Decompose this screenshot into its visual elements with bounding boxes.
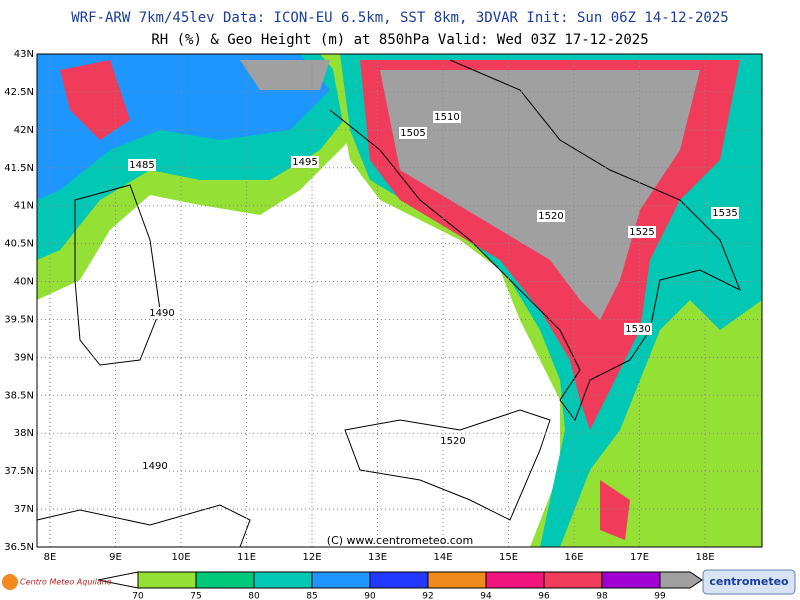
contour-label: 1490: [142, 461, 167, 472]
lon-label: 10E: [171, 552, 190, 563]
legend-label: 85: [306, 592, 317, 600]
contour-label: 1490: [149, 308, 174, 319]
contour-label: 1485: [129, 160, 154, 171]
logo-icon: [2, 574, 18, 590]
legend-swatch: [311, 571, 371, 589]
logo-right-box: [702, 569, 796, 595]
logo-left: Centro Meteo Aquilano: [20, 578, 112, 587]
lat-label: 42.5N: [4, 87, 34, 98]
map: 43N 42.5N 42N 41.5N 41N 40.5N 40N 39.5N 39N 38.5N…: [4, 49, 763, 563]
contour-label: 1520: [440, 436, 465, 447]
contour-label: 1520: [538, 211, 563, 222]
contour-label-box: [399, 127, 427, 139]
legend-label: 70: [132, 592, 144, 600]
legend-label: 80: [248, 592, 260, 600]
legend-swatch: [659, 571, 703, 589]
legend-label: 94: [480, 592, 492, 600]
lon-label: 8E: [44, 552, 57, 563]
lat-label: 37.5N: [4, 466, 34, 477]
legend-swatch: [427, 571, 487, 589]
lon-label: 13E: [368, 552, 387, 563]
contour-label-box: [624, 323, 652, 335]
contour-labels: 1485 1495 1505 1510 1520 1525 1535 1490 1530 1520…: [128, 111, 739, 472]
credit: (C) www.centrometeo.com: [327, 534, 473, 547]
header-line1: WRF-ARW 7km/45lev Data: ICON-EU 6.5km, S…: [71, 10, 728, 26]
logo-right: centrometeo: [709, 575, 789, 588]
legend-label: 92: [422, 592, 433, 600]
map-frame: [36, 53, 763, 548]
lon-label: 9E: [109, 552, 122, 563]
legend: 70 75 80 85 90 92 94 96 98 99: [97, 571, 703, 600]
lat-label: 40.5N: [4, 239, 34, 250]
lon-label: 18E: [695, 552, 714, 563]
contour-label-box: [141, 460, 169, 472]
lat-label: 42N: [14, 125, 34, 136]
legend-label: 99: [654, 592, 666, 600]
lat-label: 38N: [14, 428, 34, 439]
legend-label: 96: [538, 592, 550, 600]
lon-label: 16E: [564, 552, 583, 563]
legend-swatch: [137, 571, 197, 589]
lat-label: 36.5N: [4, 542, 34, 553]
contour-label: 1510: [434, 112, 459, 123]
contour-label-box: [148, 307, 176, 319]
lon-label: 11E: [237, 552, 256, 563]
legend-label: 75: [190, 592, 201, 600]
legend-arrow-left: [97, 571, 139, 589]
lat-label: 41N: [14, 201, 34, 212]
legend-label: 90: [364, 592, 376, 600]
contour-label-box: [439, 435, 467, 447]
contour-label-box: [711, 207, 739, 219]
lon-label: 15E: [499, 552, 518, 563]
lon-label: 17E: [630, 552, 649, 563]
legend-swatch: [601, 571, 661, 589]
contour-label: 1525: [629, 227, 654, 238]
lat-label: 38.5N: [4, 390, 34, 401]
lat-label: 39.5N: [4, 314, 34, 325]
lat-label: 41.5N: [4, 163, 34, 174]
contour-label: 1530: [625, 324, 650, 335]
lat-label: 40N: [14, 277, 34, 288]
legend-swatch: [195, 571, 255, 589]
lat-label: 37N: [14, 504, 34, 515]
coastlines: [36, 59, 741, 548]
lat-label: 43N: [14, 49, 34, 60]
contour-label-box: [537, 210, 565, 222]
lon-label: 14E: [433, 552, 452, 563]
legend-swatch: [253, 571, 313, 589]
contour-label: 1535: [712, 208, 737, 219]
contour-label: 1505: [400, 128, 425, 139]
legend-swatch: [369, 571, 429, 589]
legend-swatch: [543, 571, 603, 589]
header-line2: RH (%) & Geo Height (m) at 850hPa Valid:…: [151, 32, 648, 48]
contour-label-box: [128, 159, 156, 171]
contour-label-box: [433, 111, 461, 123]
contour-label: 1495: [292, 157, 317, 168]
legend-swatch: [485, 571, 545, 589]
humidity-field: [37, 54, 762, 547]
lat-label: 39N: [14, 352, 34, 363]
lon-label: 12E: [302, 552, 321, 563]
contour-label-box: [628, 226, 656, 238]
contour-label-box: [291, 156, 319, 168]
legend-label: 98: [596, 592, 608, 600]
